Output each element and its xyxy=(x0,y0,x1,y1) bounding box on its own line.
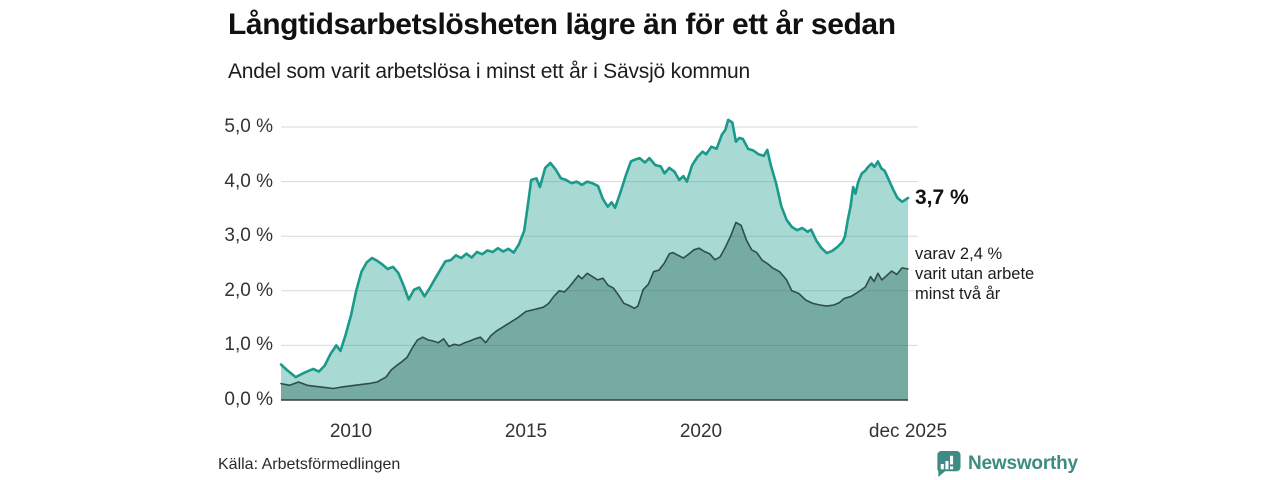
gridlines xyxy=(281,126,918,346)
x-tick-label: dec 2025 xyxy=(868,421,948,442)
chart-canvas xyxy=(279,118,918,401)
y-tick-label: 2,0 % xyxy=(224,279,273,301)
source-credit: Källa: Arbetsförmedlingen xyxy=(218,456,401,473)
end-value-label: 3,7 % xyxy=(915,186,969,209)
y-tick-label: 4,0 % xyxy=(224,170,273,192)
series-total-line xyxy=(279,118,910,379)
secondary-annotation: varav 2,4 % varit utan arbete minst två … xyxy=(915,244,1034,304)
x-tick-label: 2010 xyxy=(329,421,373,442)
newsworthy-logo[interactable]: Newsworthy xyxy=(934,450,1078,477)
x-tick-label: 2020 xyxy=(679,421,723,442)
y-tick-label: 5,0 % xyxy=(224,116,273,137)
page-title: Långtidsarbetslösheten lägre än för ett … xyxy=(228,8,896,41)
series-two-years-line xyxy=(280,221,909,390)
secondary-annotation-line: varav 2,4 % xyxy=(915,245,1003,263)
y-tick-label: 3,0 % xyxy=(224,225,273,247)
area-chart-plot xyxy=(279,110,921,401)
x-tick-label: 2015 xyxy=(504,421,548,442)
series-two-years-area xyxy=(281,222,908,400)
chart-subtitle: Andel som varit arbetslösa i minst ett å… xyxy=(228,60,750,83)
brand-name: Newsworthy xyxy=(968,452,1078,474)
y-tick-label: 0,0 % xyxy=(224,389,273,410)
secondary-annotation-line: varit utan arbete xyxy=(915,265,1035,283)
y-tick-label: 1,0 % xyxy=(224,334,273,356)
secondary-annotation-line: minst två år xyxy=(915,285,1001,303)
newsworthy-chart-bubble-icon xyxy=(937,450,961,477)
series-total-area xyxy=(281,119,908,401)
